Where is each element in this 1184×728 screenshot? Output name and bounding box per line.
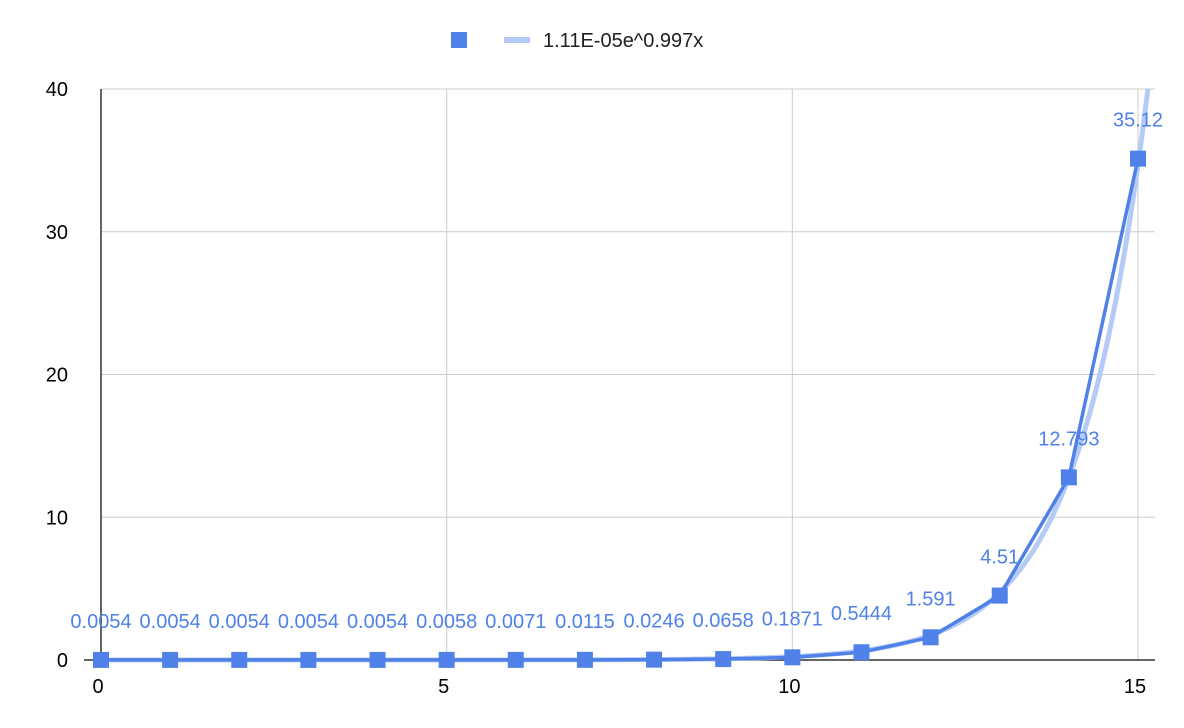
data-label: 0.0071 [485, 611, 546, 633]
data-point-marker [715, 651, 732, 668]
x-tick-label: 0 [92, 676, 103, 698]
legend: 1.11E-05e^0.997x [451, 30, 703, 52]
data-labels: 0.0054 0.0054 0.0054 0.0054 0.0054 0.0058 0.00… [70, 110, 1163, 633]
x-tick-label: 15 [1124, 676, 1146, 698]
tick-labels: 0 10 20 30 40 0 5 10 15 [46, 79, 1146, 698]
data-label: 0.0246 [623, 611, 684, 633]
data-label: 4.51 [980, 547, 1019, 569]
data-point-marker [300, 651, 317, 668]
data-point-marker [162, 651, 179, 668]
data-point-marker [576, 651, 593, 668]
data-point-marker [369, 651, 386, 668]
data-point-marker [438, 651, 455, 668]
data-label: 0.0054 [140, 611, 201, 633]
series-line [101, 158, 1140, 662]
data-label: 0.0115 [555, 611, 615, 633]
data-label: 0.1871 [762, 608, 823, 630]
data-label: 35.12 [1113, 110, 1163, 132]
data-point-marker [991, 587, 1008, 604]
data-label: 0.0058 [416, 611, 477, 633]
data-label: 1.591 [906, 588, 956, 610]
data-point-marker [784, 649, 801, 666]
data-label: 0.0054 [278, 611, 339, 633]
data-point-marker [853, 644, 870, 661]
data-label: 0.5444 [831, 603, 892, 625]
data-point-marker [507, 651, 524, 668]
series [93, 150, 1146, 668]
y-tick-label: 40 [46, 79, 68, 101]
data-point-marker [231, 651, 248, 668]
data-label: 0.0658 [693, 610, 754, 632]
y-tick-label: 10 [46, 507, 68, 529]
data-label: 0.0054 [209, 611, 270, 633]
y-tick-label: 30 [46, 222, 68, 244]
legend-trendline-label: 1.11E-05e^0.997x [543, 30, 703, 52]
x-tick-label: 10 [778, 676, 800, 698]
y-tick-label: 0 [57, 650, 68, 672]
data-label: 12.793 [1038, 428, 1099, 450]
data-point-marker [1060, 469, 1077, 486]
data-point-marker [93, 651, 109, 668]
y-tick-label: 20 [46, 365, 68, 387]
data-point-marker [646, 651, 663, 668]
data-point-marker [922, 629, 939, 646]
data-label: 0.0054 [347, 611, 408, 633]
legend-series-marker [451, 32, 467, 48]
grid [101, 88, 1155, 660]
x-tick-label: 5 [438, 676, 449, 698]
data-label: 0.0054 [70, 611, 131, 633]
data-point-marker [1130, 150, 1146, 167]
